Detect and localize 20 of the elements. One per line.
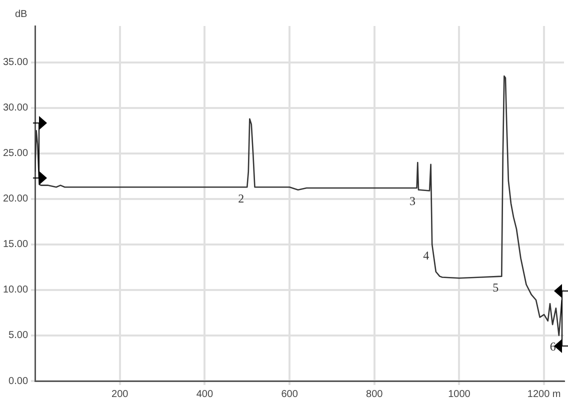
annotation: 4 xyxy=(423,248,430,263)
annotation: 6 xyxy=(550,340,556,354)
y-axis-title: dB xyxy=(15,8,28,20)
y-tick-label: 20.00 xyxy=(2,194,28,205)
y-tick-label: 15.00 xyxy=(2,239,28,250)
y-tick-label: 30.00 xyxy=(2,102,28,114)
annotation: 2 xyxy=(238,191,244,206)
y-tick-label: 10.00 xyxy=(2,284,28,296)
y-tick-label: 0.00 xyxy=(8,376,28,387)
x-tick-label: 800 xyxy=(366,388,384,400)
x-tick-label: 400 xyxy=(196,388,214,400)
x-tick-label: 1200 m xyxy=(527,388,561,400)
x-tick-label: 1000 xyxy=(448,388,471,400)
y-tick-label: 25.00 xyxy=(2,148,28,160)
annotation: 3 xyxy=(410,194,416,208)
y-tick-label: 5.00 xyxy=(8,330,28,342)
x-tick-label: 200 xyxy=(112,388,129,400)
y-tick-label: 35.00 xyxy=(2,57,28,68)
x-tick-label: 600 xyxy=(281,388,298,400)
annotation: 5 xyxy=(492,280,499,294)
